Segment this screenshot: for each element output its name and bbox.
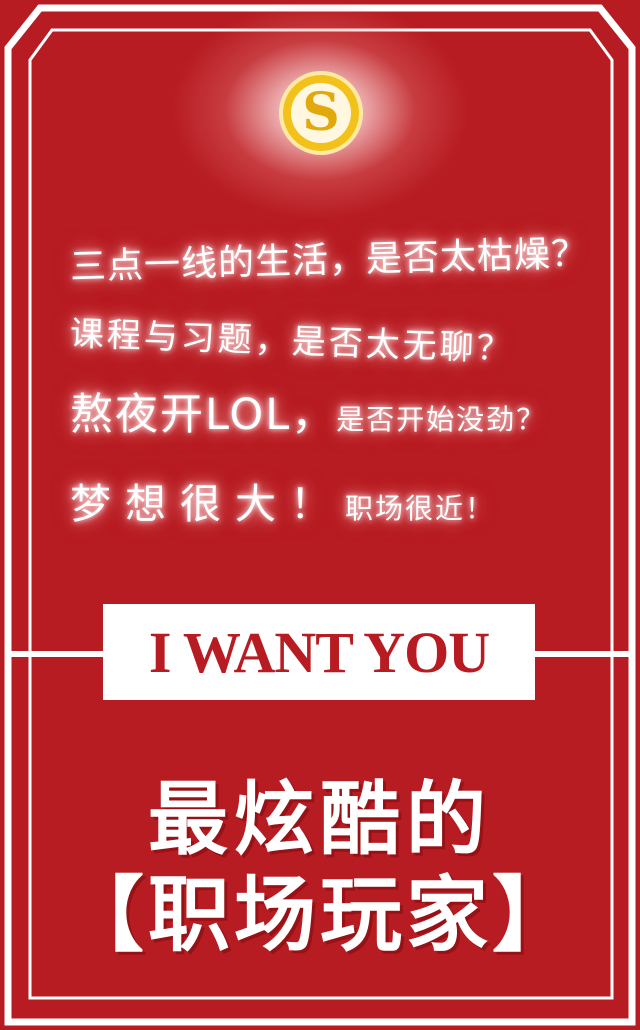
i-want-you-banner: I WANT YOU bbox=[103, 604, 535, 700]
slogan-line-3-main: 熬夜开LOL， bbox=[70, 390, 337, 440]
slogan-line-4-tail: 职场很近！ bbox=[345, 492, 496, 525]
logo-letter: S bbox=[291, 83, 351, 143]
headline-line-1: 最炫酷的 bbox=[148, 773, 492, 866]
slogan-line-3-tail: 是否开始没劲？ bbox=[336, 403, 547, 436]
headline-line-2: 【职场玩家】 bbox=[61, 868, 578, 963]
dollar-coin-logo-icon: S bbox=[283, 75, 359, 151]
slogan-line-4-main: 梦想很大！ bbox=[70, 480, 345, 528]
slogan-line-3: 熬夜开LOL，是否开始没劲？ bbox=[70, 380, 590, 442]
slogan-line-4: 梦想很大！职场很近！ bbox=[70, 470, 590, 530]
banner-text: I WANT YOU bbox=[148, 619, 490, 685]
